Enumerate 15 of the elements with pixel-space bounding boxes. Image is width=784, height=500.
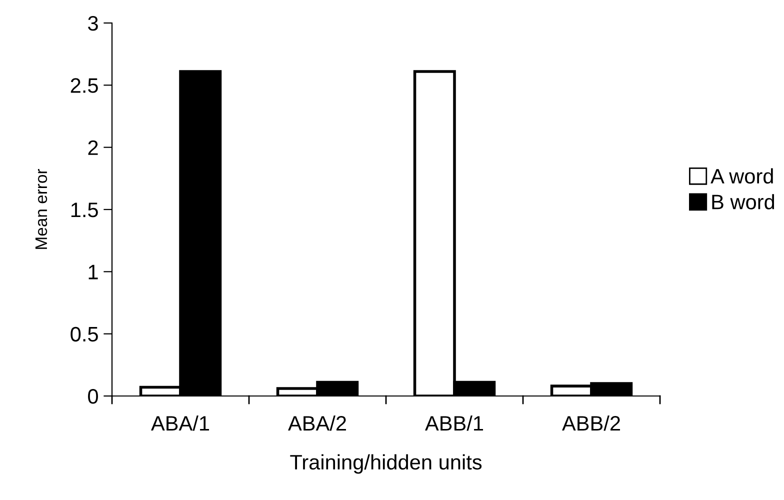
x-tick-label: ABA/2: [288, 415, 346, 431]
y-tick-label: 0: [88, 389, 98, 404]
y-axis-title: Mean error: [35, 169, 48, 249]
x-axis-title: Training/hidden units: [290, 454, 482, 474]
x-tick-label: ABA/1: [151, 415, 210, 431]
x-tick-label: ABB/2: [562, 415, 620, 431]
legend-label: B word: [712, 194, 774, 210]
y-tick-label: 1: [88, 264, 98, 280]
y-tick-label: 2.5: [70, 78, 98, 93]
y-tick-label: 0.5: [70, 326, 98, 342]
y-tick-label: 3: [88, 16, 98, 31]
y-tick-label: 1.5: [71, 202, 98, 218]
y-tick-label: 2: [88, 140, 98, 155]
x-tick-label: ABB/1: [425, 415, 484, 431]
legend-label: A word: [710, 168, 773, 184]
